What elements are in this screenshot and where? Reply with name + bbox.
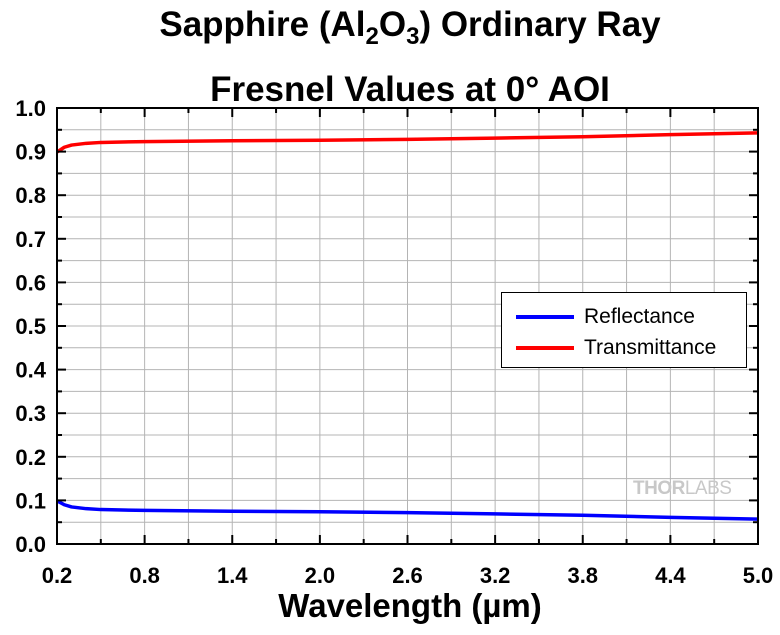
y-tick-label: 1.0 xyxy=(15,96,46,121)
y-tick-label: 0.1 xyxy=(15,488,46,513)
legend: Reflectance Transmittance xyxy=(501,292,747,368)
x-tick-label: 1.4 xyxy=(217,563,248,588)
legend-label-transmittance: Transmittance xyxy=(584,336,717,359)
thorlabs-watermark-logo: THORLABS xyxy=(633,478,732,499)
legend-item-reflectance: Reflectance xyxy=(516,303,695,331)
x-tick-label: 2.6 xyxy=(392,563,423,588)
y-tick-label: 0.7 xyxy=(15,227,46,252)
legend-item-transmittance: Transmittance xyxy=(516,334,716,362)
x-tick-label: 2.0 xyxy=(305,563,336,588)
y-tick-label: 0.8 xyxy=(15,183,46,208)
x-tick-label: 3.8 xyxy=(567,563,598,588)
x-tick-label: 0.8 xyxy=(129,563,160,588)
y-tick-label: 0.3 xyxy=(15,401,46,426)
y-tick-label: 0.5 xyxy=(15,314,46,339)
x-tick-label: 4.4 xyxy=(655,563,686,588)
x-tick-label: 0.2 xyxy=(42,563,73,588)
y-tick-label: 0.4 xyxy=(15,358,46,383)
legend-swatch-transmittance xyxy=(516,346,574,350)
series-group xyxy=(56,131,759,521)
y-tick-label: 0.6 xyxy=(15,270,46,295)
y-tick-label: 0.0 xyxy=(15,532,46,557)
legend-label-reflectance: Reflectance xyxy=(584,305,695,328)
y-tick-label: 0.2 xyxy=(15,445,46,470)
x-tick-label: 3.2 xyxy=(480,563,511,588)
chart-subtitle: Fresnel Values at 0° AOI xyxy=(210,70,610,109)
series-line-transmittance xyxy=(56,131,759,154)
y-tick-label: 0.9 xyxy=(15,140,46,165)
axis-ticks xyxy=(56,107,759,545)
legend-swatch-reflectance xyxy=(516,315,574,319)
x-axis-label: Wavelength (µm) xyxy=(278,587,542,624)
x-tick-labels: 0.2 0.8 1.4 2.0 2.6 3.2 3.8 4.4 5.0 xyxy=(42,563,774,588)
chart-title: Sapphire (Al2O3) Ordinary Ray xyxy=(159,5,661,50)
grid xyxy=(57,108,758,544)
y-tick-labels: 0.0 0.1 0.2 0.3 0.4 0.5 0.6 0.7 0.8 0.9 1.0 xyxy=(15,96,46,557)
series-line-reflectance xyxy=(56,499,759,521)
x-tick-label: 5.0 xyxy=(743,563,774,588)
